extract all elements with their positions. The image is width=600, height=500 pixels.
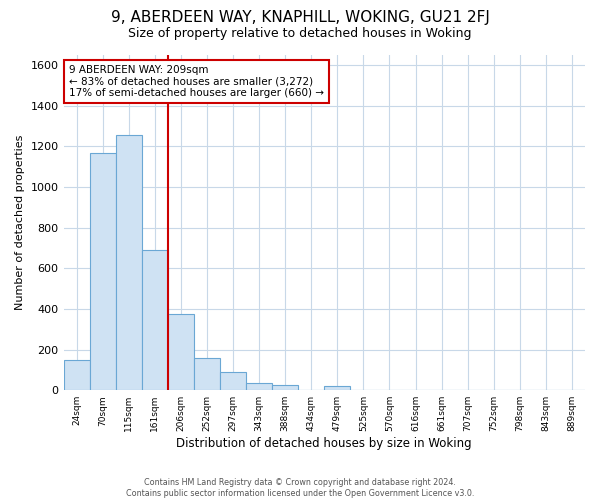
Text: 9 ABERDEEN WAY: 209sqm
← 83% of detached houses are smaller (3,272)
17% of semi-: 9 ABERDEEN WAY: 209sqm ← 83% of detached… xyxy=(69,65,324,98)
Text: Contains HM Land Registry data © Crown copyright and database right 2024.
Contai: Contains HM Land Registry data © Crown c… xyxy=(126,478,474,498)
Y-axis label: Number of detached properties: Number of detached properties xyxy=(15,135,25,310)
Text: 9, ABERDEEN WAY, KNAPHILL, WOKING, GU21 2FJ: 9, ABERDEEN WAY, KNAPHILL, WOKING, GU21 … xyxy=(110,10,490,25)
Bar xyxy=(194,358,220,390)
Text: Size of property relative to detached houses in Woking: Size of property relative to detached ho… xyxy=(128,28,472,40)
X-axis label: Distribution of detached houses by size in Woking: Distribution of detached houses by size … xyxy=(176,437,472,450)
Bar xyxy=(89,152,116,390)
Bar xyxy=(246,382,272,390)
Bar xyxy=(116,135,142,390)
Bar xyxy=(272,385,298,390)
Bar xyxy=(168,314,194,390)
Bar xyxy=(64,360,89,390)
Bar xyxy=(220,372,246,390)
Bar xyxy=(324,386,350,390)
Bar xyxy=(142,250,168,390)
